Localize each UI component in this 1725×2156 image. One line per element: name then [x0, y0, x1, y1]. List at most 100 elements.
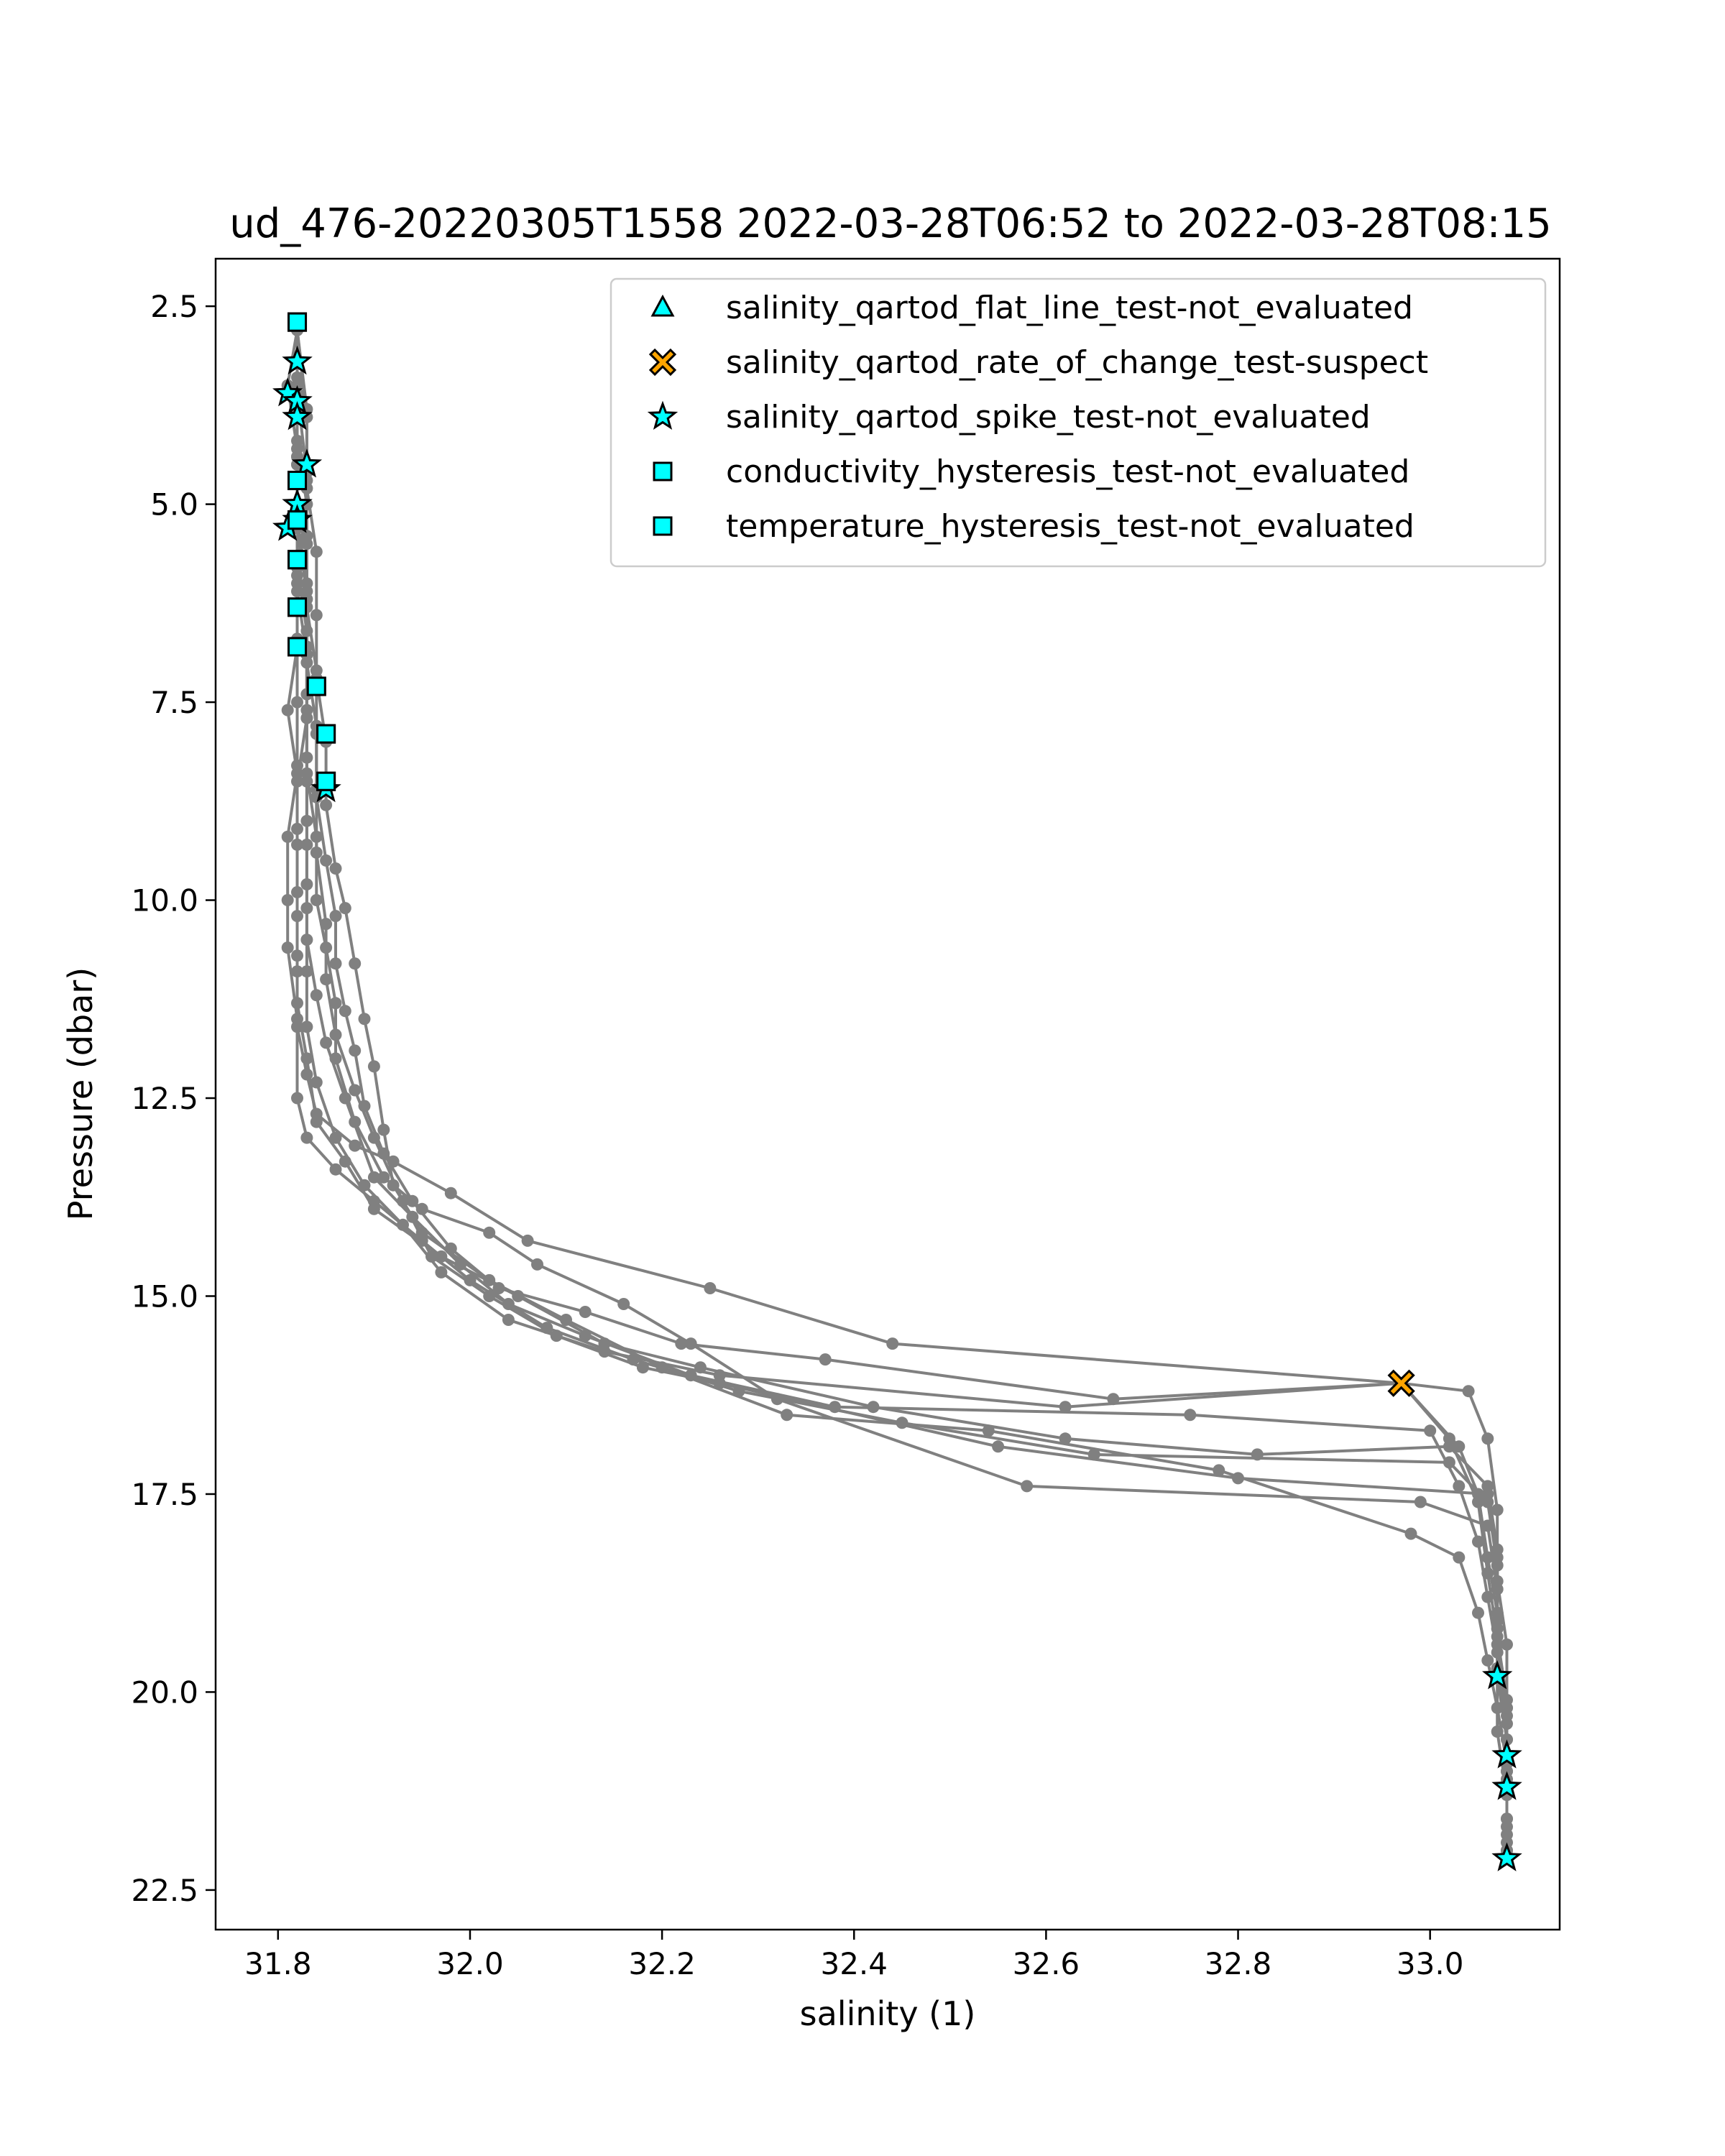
profile-point	[300, 704, 313, 717]
profile-point	[1481, 1488, 1494, 1501]
profile-point	[367, 1202, 380, 1215]
profile-point	[377, 1123, 390, 1136]
profile-point	[1501, 1702, 1513, 1714]
profile-point	[1472, 1535, 1484, 1548]
y-tick-label: 5.0	[150, 487, 198, 522]
y-tick-label: 15.0	[131, 1279, 198, 1314]
profile-point	[1453, 1440, 1466, 1453]
profile-point	[300, 530, 313, 543]
profile-point	[397, 1194, 409, 1207]
profile-point	[992, 1440, 1005, 1453]
flags-layer	[272, 312, 1522, 1871]
flag-series-x	[1387, 1369, 1415, 1397]
y-tick-label: 7.5	[150, 685, 198, 720]
profile-point	[329, 910, 342, 923]
profile-point	[291, 949, 303, 962]
flag-marker-star	[291, 448, 323, 478]
x-tick-label: 32.0	[436, 1946, 504, 1981]
x-tick-label: 32.8	[1205, 1946, 1272, 1981]
profile-point	[291, 1092, 303, 1105]
flag-marker-x	[1387, 1369, 1415, 1397]
y-axis-ticks: 2.5 5.0 7.5 10.0 12.5 15.0 17.5 20.0 22.5	[131, 289, 216, 1908]
legend-entry: salinity_qartod_flat_line_test-not_evalu…	[650, 290, 1413, 326]
legend-marker-triangle	[650, 294, 675, 317]
profile-point	[358, 1179, 371, 1192]
legend-label: salinity_qartod_spike_test-not_evaluated	[726, 399, 1371, 436]
profile-point	[1491, 1638, 1504, 1651]
profile-point	[320, 941, 333, 954]
profile-point	[329, 997, 342, 1010]
chart-title: ud_476-20220305T1558 2022-03-28T06:52 to…	[229, 201, 1552, 247]
profile-point	[521, 1234, 534, 1247]
y-axis-label: Pressure (dbar)	[61, 967, 100, 1220]
profile-point	[598, 1345, 611, 1358]
y-tick-label: 20.0	[131, 1674, 198, 1710]
profile-point	[320, 973, 333, 986]
legend-entry: temperature_hysteresis_test-not_evaluate…	[653, 508, 1414, 545]
profile-point	[1481, 1432, 1494, 1445]
x-axis-label: salinity (1)	[800, 1994, 976, 2033]
profile-point	[320, 798, 333, 811]
profile-point	[444, 1187, 457, 1199]
legend: salinity_qartod_flat_line_test-not_evalu…	[610, 277, 1547, 568]
profile-point	[300, 902, 313, 915]
x-tick-label: 31.8	[244, 1946, 312, 1981]
profile-point	[1481, 1519, 1494, 1532]
profile-point	[310, 609, 323, 622]
profile-point	[886, 1337, 899, 1350]
profile-point	[300, 965, 313, 978]
profile-point	[339, 1005, 351, 1018]
profile-point	[426, 1250, 438, 1263]
profile-point	[367, 1060, 380, 1073]
flag-marker-star	[1491, 1739, 1522, 1769]
profile-point	[1059, 1432, 1072, 1445]
profile-point	[1453, 1551, 1466, 1564]
profile-point	[1481, 1654, 1494, 1667]
profile-point	[291, 886, 303, 898]
profile-point	[617, 1298, 630, 1310]
profile-point	[281, 894, 294, 906]
profile-point	[291, 696, 303, 709]
profile-point	[329, 957, 342, 970]
profile-point	[349, 1115, 362, 1128]
profile-point	[310, 894, 323, 906]
y-tick-label: 10.0	[131, 883, 198, 918]
flag-marker-square	[316, 724, 336, 744]
profile-point	[367, 1131, 380, 1144]
profile-point	[1404, 1527, 1417, 1540]
legend-marker-square	[653, 516, 673, 536]
profile-point	[636, 1361, 649, 1374]
profile-point	[1059, 1401, 1072, 1414]
profile-point	[310, 830, 323, 843]
legend-marker-square	[653, 461, 673, 482]
profile-point	[300, 577, 313, 590]
profile-point	[1443, 1432, 1455, 1445]
profile-point	[339, 902, 351, 915]
profile-point	[320, 854, 333, 867]
profile-point	[1251, 1448, 1264, 1461]
profile-point	[819, 1353, 832, 1366]
profile-point	[1491, 1583, 1504, 1595]
profile-point	[310, 1076, 323, 1089]
profile-point	[781, 1409, 794, 1422]
profile-point	[329, 1131, 342, 1144]
profile-point	[291, 759, 303, 772]
legend-label: salinity_qartod_flat_line_test-not_evalu…	[726, 290, 1413, 326]
profile-point	[1184, 1409, 1197, 1422]
profile-point	[483, 1226, 496, 1239]
flag-marker-star	[282, 345, 313, 375]
profile-point	[415, 1202, 428, 1215]
profile-point	[770, 1393, 783, 1406]
profile-point	[367, 1171, 380, 1184]
profile-point	[329, 1052, 342, 1065]
profile-point	[310, 1115, 323, 1128]
x-tick-label: 32.2	[628, 1946, 696, 1981]
flag-series-star	[272, 345, 1522, 1871]
profile-point	[310, 989, 323, 1002]
flag-marker-square	[316, 771, 336, 791]
flag-marker-square	[288, 597, 308, 617]
profile-point	[291, 822, 303, 835]
x-tick-label: 32.4	[820, 1946, 888, 1981]
x-tick-label: 33.0	[1397, 1946, 1464, 1981]
